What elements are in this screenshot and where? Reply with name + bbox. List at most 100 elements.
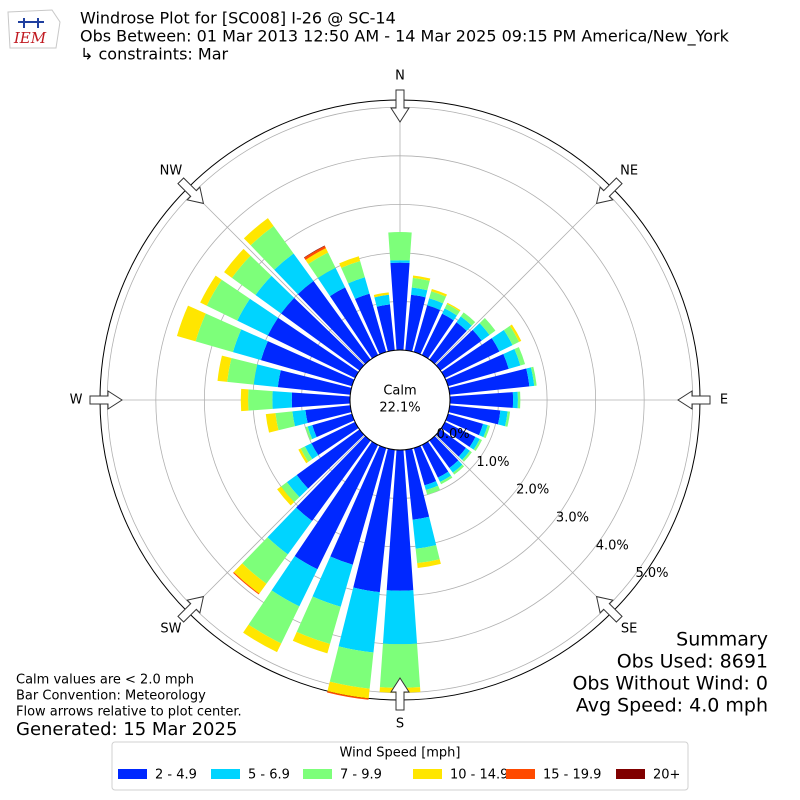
- bar-segment: [415, 545, 440, 564]
- bar-segment: [526, 367, 535, 387]
- bar-segment: [449, 460, 463, 473]
- bar-segment: [260, 341, 355, 387]
- flow-arrow: [677, 390, 711, 410]
- compass-label: NW: [160, 163, 183, 178]
- bar-segment: [227, 357, 258, 385]
- note: Bar Convention: Meteorology: [16, 689, 206, 704]
- bar-segment: [435, 429, 466, 457]
- bar-segment: [442, 308, 458, 321]
- bar-segment: [449, 392, 514, 408]
- flow-arrow: [595, 177, 623, 205]
- bar-segment: [441, 421, 476, 447]
- bar-segment: [281, 482, 300, 503]
- compass-label: SE: [621, 622, 637, 637]
- bar-segment: [390, 260, 410, 263]
- bar-segment: [304, 443, 319, 460]
- bar-segment: [462, 450, 472, 462]
- bar-segment: [286, 475, 309, 498]
- flow-arrow-shape: [677, 390, 711, 410]
- compass-label: S: [396, 717, 404, 732]
- bar-segment: [330, 445, 387, 565]
- grid-spoke: [187, 187, 365, 365]
- bar-segment: [339, 256, 361, 268]
- bar-segment: [217, 355, 232, 382]
- bar-segment: [277, 486, 295, 506]
- bar-segment: [412, 275, 431, 281]
- bar-segment: [431, 288, 447, 297]
- legend-swatch: [303, 769, 332, 779]
- flow-arrow: [89, 390, 123, 410]
- legend-label: 15 - 19.9: [543, 768, 601, 783]
- legend-swatch: [211, 769, 240, 779]
- r-tick-label: 0.0%: [437, 427, 470, 442]
- bar-segment: [248, 590, 300, 644]
- summary-line: Summary: [676, 629, 768, 651]
- bar-segment: [411, 287, 428, 298]
- bar-segment: [412, 516, 437, 549]
- summary-line: Avg Speed: 4.0 mph: [576, 695, 768, 717]
- compass-label: N: [395, 69, 405, 84]
- logo-text: IEM: [13, 29, 47, 47]
- bar-segment: [253, 364, 281, 388]
- bar-segment: [373, 292, 389, 298]
- bar-segment: [243, 624, 282, 653]
- bar-segment: [445, 413, 484, 436]
- bar-segment: [469, 436, 480, 450]
- bar-segment: [300, 446, 313, 462]
- bar-segment: [354, 293, 387, 355]
- generated: Generated: 15 Mar 2025: [16, 719, 237, 740]
- flow-arrow-shape: [390, 89, 410, 123]
- bar-segment: [312, 413, 355, 438]
- bar-segment: [240, 388, 249, 412]
- bar-segment: [237, 298, 279, 336]
- bar-segment: [514, 347, 526, 366]
- legend-label: 2 - 4.9: [155, 768, 197, 783]
- bar-segment: [417, 559, 441, 569]
- calm-value: 22.1%: [379, 401, 420, 416]
- bar-segment: [388, 232, 412, 261]
- bar-segment: [292, 409, 308, 427]
- flow-arrow: [177, 177, 205, 205]
- bar-segment: [312, 556, 353, 607]
- legend-items: 2 - 4.9 5 - 6.9 7 - 9.9 10 - 14.9 15 - 19.9 2…: [118, 768, 680, 783]
- bar-segment: [296, 596, 341, 645]
- bar-segment: [176, 305, 206, 342]
- bar-segment: [413, 445, 437, 486]
- bar-segment: [267, 317, 359, 379]
- bar-segment: [206, 279, 250, 321]
- bar-segment: [250, 226, 294, 270]
- bar-segment: [491, 329, 513, 352]
- grid-spoke: [435, 435, 613, 613]
- bar-segment: [297, 281, 371, 365]
- bar-segment: [327, 681, 370, 699]
- bar-segment: [411, 277, 430, 291]
- flow-arrow-shape: [177, 177, 205, 205]
- bar-segment: [460, 312, 476, 326]
- legend-title: Wind Speed [mph]: [340, 746, 461, 761]
- bar-segment: [530, 366, 537, 386]
- bar-segment: [296, 435, 371, 521]
- compass-label: E: [720, 393, 728, 408]
- bar-segment: [517, 391, 521, 409]
- bar-segment: [497, 410, 508, 427]
- flow-arrow-shape: [595, 177, 623, 205]
- bar-segment: [298, 448, 309, 464]
- bar-segment: [379, 643, 421, 688]
- bar-segment: [274, 253, 314, 295]
- legend-swatch: [413, 769, 442, 779]
- bar-segment: [413, 305, 441, 355]
- bar-segment: [435, 329, 482, 371]
- flow-arrow: [177, 595, 205, 623]
- bar-segment: [265, 413, 279, 433]
- bar-segment: [445, 353, 509, 387]
- bar-segment: [421, 313, 454, 359]
- r-tick-label: 4.0%: [596, 538, 629, 553]
- bar-segment: [233, 572, 260, 595]
- bar-segment: [224, 248, 251, 278]
- legend-swatch: [506, 769, 535, 779]
- bar-segment: [200, 275, 222, 306]
- r-tick-label: 1.0%: [476, 455, 509, 470]
- bar-segment: [478, 423, 488, 438]
- bar-segment: [303, 245, 325, 258]
- bar-segment: [305, 405, 352, 424]
